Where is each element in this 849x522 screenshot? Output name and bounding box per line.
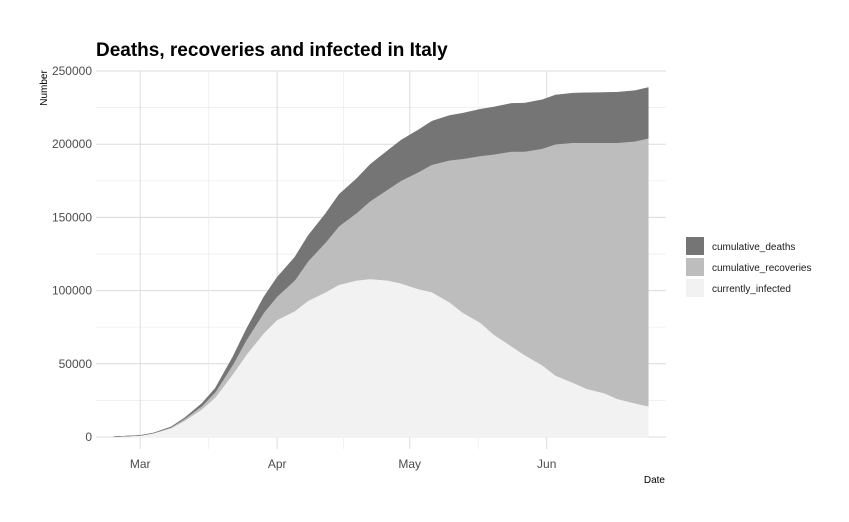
legend-label: currently_infected: [712, 284, 791, 295]
legend-swatch-currently-infected: [686, 279, 704, 297]
legend: cumulative_deaths cumulative_recoveriescu…: [686, 237, 812, 297]
y-tick-label: 250000: [52, 64, 92, 78]
y-axis-title: Number: [39, 70, 50, 106]
area-layer: [113, 87, 649, 438]
x-tick-label: Mar: [130, 457, 151, 471]
legend-label: cumulative_recoveries: [712, 263, 812, 274]
x-tick-label: Apr: [268, 457, 287, 471]
legend-swatch-cumulative-deaths: [686, 237, 704, 255]
y-tick-label: 50000: [59, 357, 93, 371]
area-cumulative-deaths: [113, 87, 649, 437]
y-tick-label: 150000: [52, 210, 92, 224]
y-tick-label: 200000: [52, 137, 92, 151]
y-tick-label: 0: [85, 430, 92, 444]
y-tick-label: 100000: [52, 284, 92, 298]
x-axis-title: Date: [644, 475, 666, 486]
legend-swatch-cumulative-recoveries: [686, 258, 704, 276]
x-tick-label: May: [398, 457, 421, 471]
legend-label: cumulative_deaths: [712, 242, 795, 253]
x-tick-label: Jun: [537, 457, 556, 471]
axes: 0 50000 100000 150000 200000 250000 Mar Apr May J…: [52, 64, 556, 471]
chart-title: Deaths, recoveries and infected in Italy: [96, 40, 448, 61]
